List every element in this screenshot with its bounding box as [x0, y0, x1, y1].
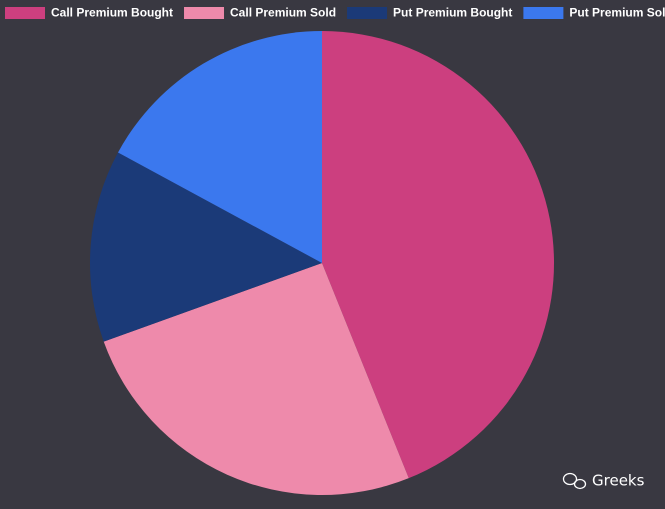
legend-label: Put Premium Sold: [569, 6, 665, 20]
pie-slice: [322, 31, 555, 479]
watermark-icon: [562, 472, 587, 490]
legend-label: Put Premium Bought: [393, 6, 512, 20]
legend-swatch: [347, 7, 388, 19]
pie-slice: [90, 152, 322, 342]
legend-swatch: [523, 7, 564, 19]
legend: Call Premium Bought Call Premium Sold Put …: [5, 6, 665, 20]
legend-swatch: [184, 7, 225, 19]
pie-slice: [103, 263, 409, 496]
watermark: Greeks: [592, 472, 645, 490]
legend-label: Call Premium Sold: [230, 6, 336, 20]
legend-swatch: [5, 7, 45, 19]
legend-label: Call Premium Bought: [51, 6, 173, 20]
pie-slice: [117, 31, 322, 263]
